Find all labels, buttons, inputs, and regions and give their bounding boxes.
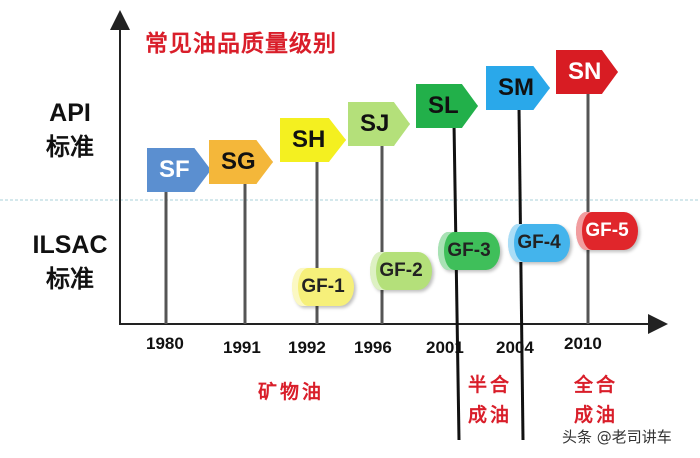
- connector-SM: [517, 106, 525, 441]
- semi-synthetic-label-line1: 半合: [468, 374, 513, 396]
- ilsac-grade-gf5: GF-5: [576, 212, 638, 250]
- api-label: API: [49, 99, 91, 127]
- mineral-oil-label: 矿物油: [258, 381, 325, 403]
- ilsac-label: ILSAC: [32, 231, 108, 259]
- ilsac-grade-gf4: GF-4: [508, 224, 570, 262]
- year-1996: 1996: [354, 338, 392, 357]
- ilsac-grade-gf1: GF-1: [292, 268, 354, 306]
- ilsac-grade-gf3: GF-3: [438, 232, 500, 270]
- year-2010: 2010: [564, 334, 602, 353]
- connector-SL: [452, 122, 461, 441]
- full-synthetic-label-line1: 全合: [574, 374, 619, 396]
- semi-synthetic-label-line2: 成油: [468, 404, 513, 426]
- year-2001: 2001: [426, 338, 464, 357]
- full-synthetic-label-line2: 成油: [574, 404, 619, 426]
- chart-title: 常见油品质量级别: [145, 31, 337, 57]
- year-1991: 1991: [223, 338, 261, 357]
- ilsac-row-label: ILSAC 标准: [22, 228, 118, 296]
- year-1992: 1992: [288, 338, 326, 357]
- ilsac-label-sub: 标准: [46, 265, 94, 293]
- year-1980: 1980: [146, 334, 184, 353]
- api-row-label: API 标准: [30, 96, 110, 164]
- watermark: 头条 @老司讲车: [562, 428, 672, 446]
- ilsac-grade-gf2: GF-2: [370, 252, 432, 290]
- year-2004: 2004: [496, 338, 534, 357]
- api-label-sub: 标准: [46, 133, 94, 161]
